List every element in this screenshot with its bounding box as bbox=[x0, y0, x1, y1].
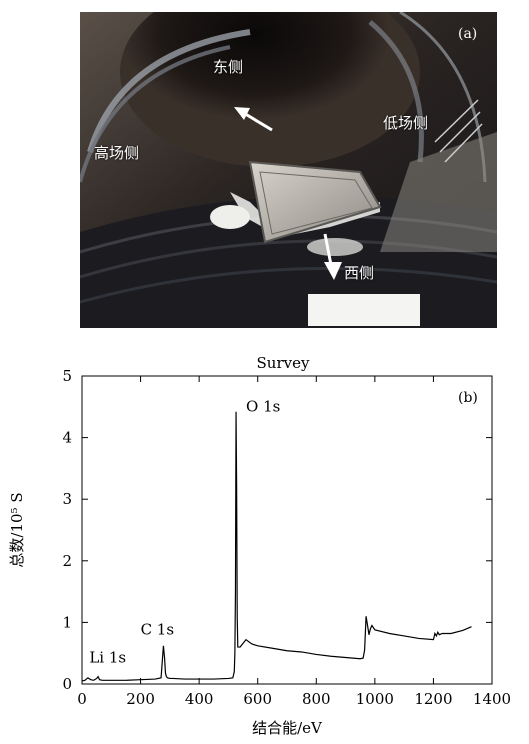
y-tick-label: 5 bbox=[62, 367, 72, 385]
y-tick-label: 1 bbox=[62, 613, 72, 631]
x-axis-label: 结合能/eV bbox=[252, 719, 323, 737]
chart-canvas: Survey (b) 总数/10⁵ S 结合能/eV 0 200 400 600 800… bbox=[8, 354, 511, 737]
panel-a-tag: (a) bbox=[458, 26, 478, 42]
x-tick-label: 200 bbox=[126, 690, 155, 708]
peak-annotation: O 1s bbox=[246, 398, 280, 416]
label-high-field-side: 高场侧 bbox=[94, 144, 140, 162]
x-tick-label: 1400 bbox=[473, 690, 511, 708]
y-axis-label: 总数/10⁵ S bbox=[8, 492, 26, 567]
spectrum-line bbox=[81, 411, 472, 682]
vessel-photo: (a) 东侧 低场侧 高场侧 西侧 bbox=[80, 12, 497, 328]
panel-b-tag: (b) bbox=[458, 390, 478, 406]
peak-annotation: C 1s bbox=[141, 621, 175, 639]
vessel-photo-graphic bbox=[80, 12, 497, 328]
x-tick-label: 600 bbox=[243, 690, 272, 708]
label-west-side: 西侧 bbox=[344, 264, 375, 282]
y-tick-label: 2 bbox=[62, 552, 72, 570]
peak-annotation: Li 1s bbox=[89, 648, 126, 666]
x-tick-label: 0 bbox=[77, 690, 87, 708]
x-tick-label: 1200 bbox=[414, 690, 452, 708]
chart-title: Survey bbox=[257, 354, 310, 372]
y-tick-label: 4 bbox=[62, 429, 72, 447]
y-tick-label: 0 bbox=[62, 675, 72, 693]
x-tick-label: 1000 bbox=[356, 690, 394, 708]
x-tick-label: 400 bbox=[185, 690, 214, 708]
xps-survey-chart: Survey (b) 总数/10⁵ S 结合能/eV 0 200 400 600 800… bbox=[0, 340, 529, 740]
label-east-side: 东侧 bbox=[213, 58, 244, 76]
plot-frame bbox=[81, 375, 493, 685]
label-low-field-side: 低场侧 bbox=[383, 114, 429, 132]
x-tick-label: 800 bbox=[302, 690, 331, 708]
y-tick-label: 3 bbox=[62, 490, 72, 508]
